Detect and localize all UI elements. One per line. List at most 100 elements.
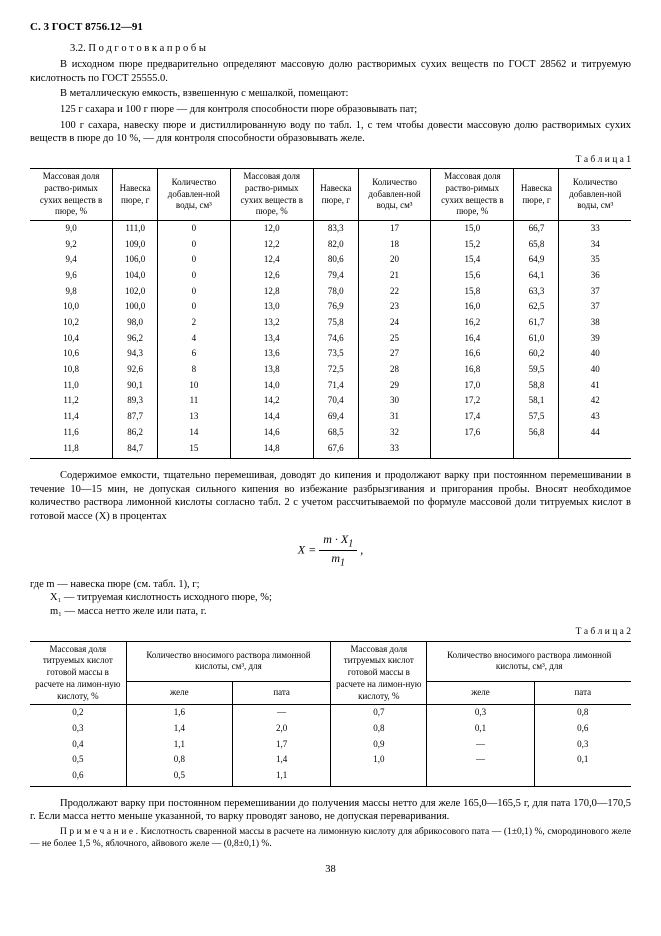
table-cell: 74,6 xyxy=(313,331,358,347)
table-cell: 14,2 xyxy=(230,393,313,409)
table-row: 10,694,3613,673,52716,660,240 xyxy=(30,346,631,362)
where-block: где m — навеска пюре (см. табл. 1), г; X… xyxy=(30,578,631,619)
table-cell: 37 xyxy=(559,299,631,315)
table-cell xyxy=(427,768,534,786)
table-cell: 0,8 xyxy=(331,721,427,737)
table-row: 11,686,21414,668,53217,656,844 xyxy=(30,425,631,441)
table-cell: 60,2 xyxy=(514,346,559,362)
table-cell: 64,1 xyxy=(514,268,559,284)
table-header: Количество добавлен-ной воды, см³ xyxy=(559,169,631,221)
table-cell: 0,8 xyxy=(126,752,232,768)
table-cell: 16,4 xyxy=(431,331,514,347)
table-cell: 16,6 xyxy=(431,346,514,362)
table-row: 9,2109,0012,282,01815,265,834 xyxy=(30,237,631,253)
table-header: Навеска пюре, г xyxy=(313,169,358,221)
table-cell: 9,0 xyxy=(30,220,113,236)
formula: X = m · X1 m1 , xyxy=(30,532,631,570)
table-cell: 32 xyxy=(358,425,430,441)
table-cell: 59,5 xyxy=(514,362,559,378)
table-cell: 0 xyxy=(158,284,230,300)
table-subheader: пата xyxy=(534,681,631,705)
table-header: Навеска пюре, г xyxy=(113,169,158,221)
table-cell: 39 xyxy=(559,331,631,347)
table-cell: 11 xyxy=(158,393,230,409)
table-cell: 36 xyxy=(559,268,631,284)
table-cell: 43 xyxy=(559,409,631,425)
table-cell: 96,2 xyxy=(113,331,158,347)
table-cell: 17 xyxy=(358,220,430,236)
table-cell: 65,8 xyxy=(514,237,559,253)
table-cell: 12,4 xyxy=(230,252,313,268)
table-cell: 25 xyxy=(358,331,430,347)
table-cell: 6 xyxy=(158,346,230,362)
table-cell: 10 xyxy=(158,378,230,394)
table-cell: 11,2 xyxy=(30,393,113,409)
table-cell: 12,6 xyxy=(230,268,313,284)
table-cell: 8 xyxy=(158,362,230,378)
table-cell: 56,8 xyxy=(514,425,559,441)
table-cell: 9,2 xyxy=(30,237,113,253)
table-cell: 17,2 xyxy=(431,393,514,409)
table-cell: 17,4 xyxy=(431,409,514,425)
table-header: Массовая доля раство-римых сухих веществ… xyxy=(30,169,113,221)
table-row: 0,50,81,41,0—0,1 xyxy=(30,752,631,768)
table-cell xyxy=(514,441,559,459)
table-cell: 80,6 xyxy=(313,252,358,268)
table-cell: 33 xyxy=(559,220,631,236)
table-row: 0,60,51,1 xyxy=(30,768,631,786)
section-line: 3.2. П о д г о т о в к а п р о б ы xyxy=(70,42,631,56)
table-cell: 1,0 xyxy=(331,752,427,768)
table-row: 9,6104,0012,679,42115,664,136 xyxy=(30,268,631,284)
table-row: 10,496,2413,474,62516,461,039 xyxy=(30,331,631,347)
table-cell: — xyxy=(427,737,534,753)
table-cell: 72,5 xyxy=(313,362,358,378)
table-cell: 14 xyxy=(158,425,230,441)
table-cell: 31 xyxy=(358,409,430,425)
table-cell: 9,4 xyxy=(30,252,113,268)
table-cell: 27 xyxy=(358,346,430,362)
table-cell: 68,5 xyxy=(313,425,358,441)
table-row: 11,884,71514,867,633 xyxy=(30,441,631,459)
table-cell: 79,4 xyxy=(313,268,358,284)
table-cell: 9,6 xyxy=(30,268,113,284)
table1-label: Т а б л и ц а 1 xyxy=(30,154,631,166)
table-cell: 16,2 xyxy=(431,315,514,331)
table-row: 11,289,31114,270,43017,258,142 xyxy=(30,393,631,409)
table-cell: 1,4 xyxy=(126,721,232,737)
table-cell: 37 xyxy=(559,284,631,300)
table-cell: 0,3 xyxy=(30,721,126,737)
table-cell: 14,4 xyxy=(230,409,313,425)
table-cell: 0 xyxy=(158,252,230,268)
table-cell: 0 xyxy=(158,268,230,284)
table-cell: 24 xyxy=(358,315,430,331)
table-cell: 0,6 xyxy=(534,721,631,737)
table-cell: 13,8 xyxy=(230,362,313,378)
section-title: П о д г о т о в к а п р о б ы xyxy=(88,43,206,54)
table-cell: 0,7 xyxy=(331,705,427,721)
note: П р и м е ч а н и е . Кислотность сварен… xyxy=(30,826,631,851)
table-cell: 0,5 xyxy=(30,752,126,768)
table-cell: 44 xyxy=(559,425,631,441)
table-cell: 13,4 xyxy=(230,331,313,347)
table-cell: 0 xyxy=(158,237,230,253)
table-cell: 0,1 xyxy=(534,752,631,768)
table-cell: 0,6 xyxy=(30,768,126,786)
table-cell: 9,8 xyxy=(30,284,113,300)
table-cell: 111,0 xyxy=(113,220,158,236)
table-subheader: пата xyxy=(233,681,331,705)
table-cell: 102,0 xyxy=(113,284,158,300)
table-cell: 38 xyxy=(559,315,631,331)
table-cell: 4 xyxy=(158,331,230,347)
table-header: Навеска пюре, г xyxy=(514,169,559,221)
where-x1: X₁ — титруемая кислотность исходного пюр… xyxy=(50,591,631,605)
table-cell: 15,4 xyxy=(431,252,514,268)
table-1: Массовая доля раство-римых сухих веществ… xyxy=(30,168,631,459)
table-row: 0,31,42,00,80,10,6 xyxy=(30,721,631,737)
table-cell: 87,7 xyxy=(113,409,158,425)
table-cell: 92,6 xyxy=(113,362,158,378)
table-cell: 41 xyxy=(559,378,631,394)
table-header: Количество добавлен-ной воды, см³ xyxy=(358,169,430,221)
table-cell xyxy=(331,768,427,786)
table-cell: 67,6 xyxy=(313,441,358,459)
table-row: 0,41,11,70,9—0,3 xyxy=(30,737,631,753)
